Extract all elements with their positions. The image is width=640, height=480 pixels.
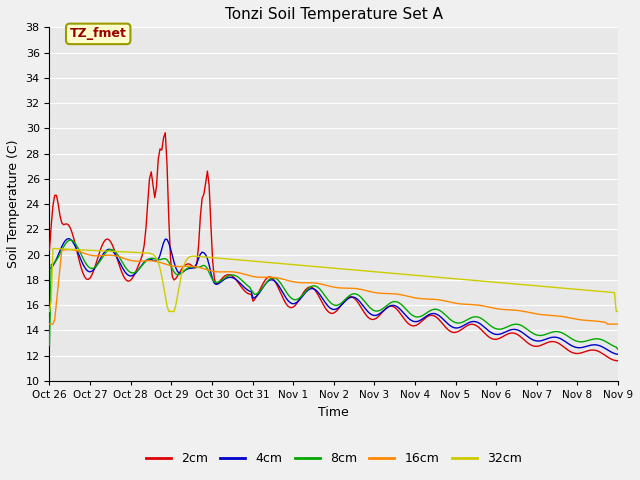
Line: 32cm: 32cm <box>49 249 618 312</box>
2cm <box>160 135 168 141</box>
16cm <box>554 313 562 319</box>
Line: 16cm: 16cm <box>49 250 618 324</box>
2cm <box>542 340 550 346</box>
4cm <box>158 246 166 252</box>
Line: 2cm: 2cm <box>49 132 618 361</box>
32cm <box>49 246 57 252</box>
8cm <box>45 343 53 348</box>
Legend: 2cm, 4cm, 8cm, 16cm, 32cm: 2cm, 4cm, 8cm, 16cm, 32cm <box>141 447 527 470</box>
4cm <box>161 236 169 242</box>
8cm <box>614 347 622 352</box>
4cm <box>542 336 550 342</box>
2cm <box>202 180 209 186</box>
X-axis label: Time: Time <box>318 406 349 419</box>
4cm <box>114 256 122 262</box>
16cm <box>202 266 209 272</box>
32cm <box>614 309 622 314</box>
2cm <box>554 340 562 346</box>
8cm <box>542 331 550 337</box>
16cm <box>114 253 122 259</box>
4cm <box>202 252 209 258</box>
2cm <box>614 358 622 364</box>
32cm <box>114 249 122 254</box>
16cm <box>45 321 53 327</box>
8cm <box>161 256 169 262</box>
32cm <box>554 285 562 290</box>
16cm <box>614 321 622 327</box>
32cm <box>542 284 550 289</box>
8cm <box>114 252 122 258</box>
4cm <box>45 265 53 271</box>
4cm <box>554 335 562 341</box>
32cm <box>161 293 169 299</box>
16cm <box>158 260 166 266</box>
Text: TZ_fmet: TZ_fmet <box>70 27 127 40</box>
Line: 4cm: 4cm <box>49 239 618 354</box>
8cm <box>67 237 74 243</box>
16cm <box>161 261 169 267</box>
8cm <box>554 329 562 335</box>
32cm <box>158 274 166 279</box>
Y-axis label: Soil Temperature (C): Soil Temperature (C) <box>7 140 20 268</box>
8cm <box>202 264 209 269</box>
16cm <box>542 312 550 318</box>
8cm <box>158 256 166 262</box>
32cm <box>45 309 53 314</box>
Line: 8cm: 8cm <box>49 240 618 349</box>
16cm <box>65 247 72 252</box>
2cm <box>45 247 53 253</box>
4cm <box>65 236 72 241</box>
2cm <box>112 252 120 258</box>
32cm <box>202 254 209 260</box>
4cm <box>614 351 622 357</box>
2cm <box>156 146 164 152</box>
2cm <box>161 130 169 135</box>
Title: Tonzi Soil Temperature Set A: Tonzi Soil Temperature Set A <box>225 7 443 22</box>
